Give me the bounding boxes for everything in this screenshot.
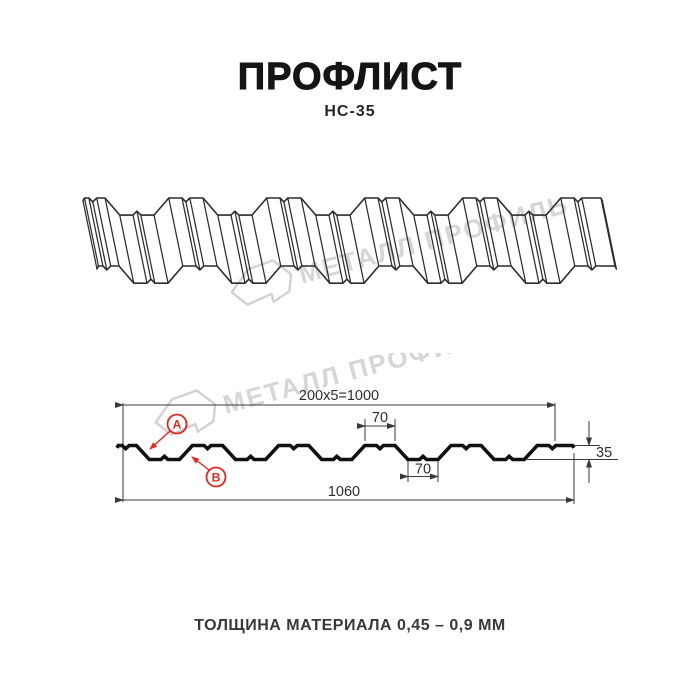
profile-cross-section-drawing: МЕТАЛЛ ПРОФИЛЬ: [115, 353, 618, 504]
material-thickness-note: ТОЛЩИНА МАТЕРИАЛА 0,45 – 0,9 ММ: [194, 617, 506, 634]
profile-model-subtitle: НС-35: [324, 103, 376, 120]
dim-total-width: 1060: [328, 484, 360, 500]
watermark-text: МЕТАЛЛ ПРОФИЛЬ: [220, 353, 496, 420]
label-b-circle: [205, 466, 227, 488]
profile-3d-drawing: МЕТАЛЛ ПРОФИЛЬ: [82, 189, 618, 306]
dim-valley-width: 70: [415, 462, 431, 478]
dim-cover-width: 200x5=1000: [299, 388, 379, 404]
sheet-fold-lines: [82, 197, 618, 284]
page-title: ПРОФЛИСТ: [237, 56, 463, 99]
profile-outline: [115, 443, 576, 462]
dimension-lines: [115, 402, 618, 504]
metal-profile-logo-icon: [230, 259, 293, 306]
dim-crest-width: 70: [372, 410, 388, 426]
metal-profile-logo-icon: [154, 389, 217, 436]
label-a: А: [173, 418, 182, 432]
callout-labels: А В: [149, 413, 227, 488]
dim-height: 35: [596, 445, 612, 461]
label-b: В: [212, 471, 221, 485]
label-a-circle: [166, 413, 188, 435]
